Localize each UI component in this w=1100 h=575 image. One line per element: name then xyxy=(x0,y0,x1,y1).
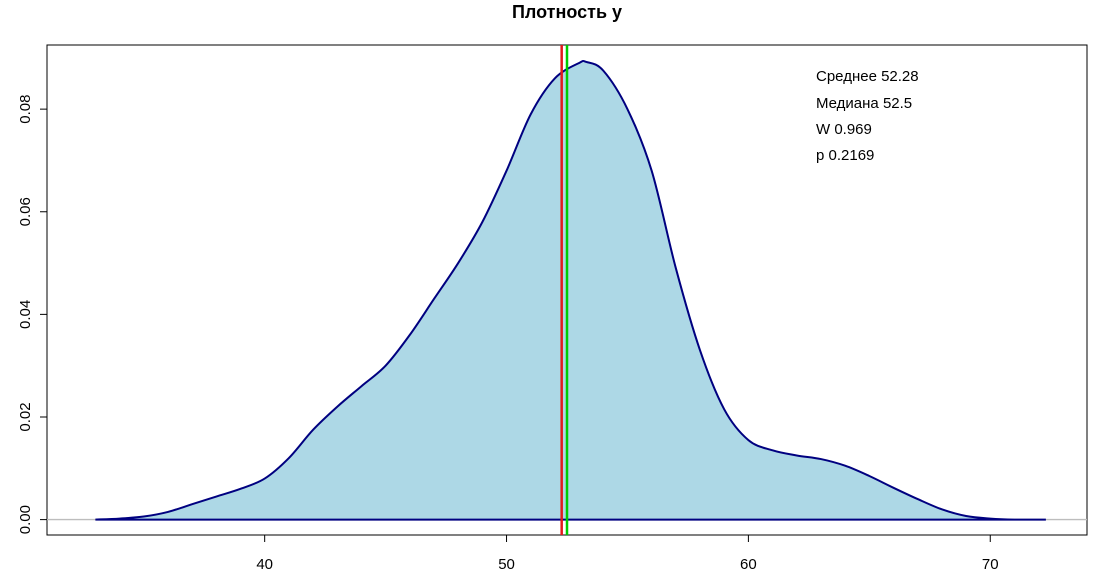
x-tick-label: 70 xyxy=(982,556,999,573)
x-tick-label: 40 xyxy=(256,556,273,573)
y-axis-ticks: 0.00 0.02 0.04 0.06 0.08 xyxy=(17,95,47,534)
w-statistic-annotation: W 0.969 xyxy=(816,121,872,138)
y-tick-label: 0.04 xyxy=(17,300,34,329)
chart-title: Плотность у xyxy=(512,2,622,22)
density-curve-area xyxy=(95,59,1046,521)
mean-annotation: Среднее 52.28 xyxy=(816,68,919,85)
x-tick-label: 60 xyxy=(740,556,757,573)
x-axis-ticks: 40 50 60 70 xyxy=(256,535,999,573)
y-tick-label: 0.00 xyxy=(17,505,34,534)
y-tick-label: 0.08 xyxy=(17,95,34,124)
y-tick-label: 0.06 xyxy=(17,197,34,226)
median-annotation: Медиана 52.5 xyxy=(816,95,912,112)
x-tick-label: 50 xyxy=(498,556,515,573)
p-value-annotation: p 0.2169 xyxy=(816,147,874,164)
y-tick-label: 0.02 xyxy=(17,402,34,431)
